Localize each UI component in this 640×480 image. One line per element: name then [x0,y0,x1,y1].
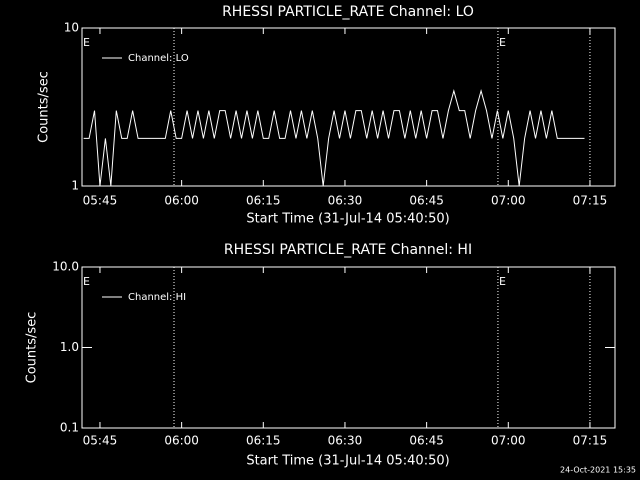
y-tick-label: 1 [71,179,79,193]
y-axis-label: Counts/sec [37,71,52,143]
x-tick-label: 07:15 [573,434,608,448]
annotation: E [83,36,90,49]
chart-title: RHESSI PARTICLE_RATE Channel: HI [224,242,472,258]
x-tick-label: 07:00 [491,194,526,208]
data-line [83,88,585,187]
x-tick-label: 06:30 [328,434,363,448]
y-axis-label: Counts/sec [25,312,40,384]
y-tick-label: 10.0 [52,260,79,274]
annotation: E [499,275,506,288]
x-tick-label: 07:15 [573,194,608,208]
x-tick-label: 06:15 [246,194,281,208]
x-tick-label: 05:45 [83,434,118,448]
plot-frame [81,27,616,187]
legend-label: Channel: LO [128,53,189,64]
legend-label: Channel: HI [128,292,186,303]
x-tick-label: 06:15 [246,434,281,448]
x-tick-label: 06:00 [164,194,199,208]
footer: 24-Oct-2021 15:35 [560,466,636,475]
x-axis-label: Start Time (31-Jul-14 05:40:50) [246,454,449,469]
y-tick-label: 0.1 [60,421,79,435]
x-tick-label: 06:45 [409,194,444,208]
y-tick-label: 1.0 [60,340,79,354]
y-tick-label: 10 [64,21,79,35]
x-tick-label: 05:45 [83,194,118,208]
x-tick-label: 06:00 [164,434,199,448]
x-tick-label: 06:45 [409,434,444,448]
x-axis-label: Start Time (31-Jul-14 05:40:50) [246,212,449,227]
x-tick-label: 07:00 [491,434,526,448]
x-tick-label: 06:30 [328,194,363,208]
annotation: E [499,36,506,49]
annotation: E [83,275,90,288]
chart-title: RHESSI PARTICLE_RATE Channel: LO [222,4,474,20]
